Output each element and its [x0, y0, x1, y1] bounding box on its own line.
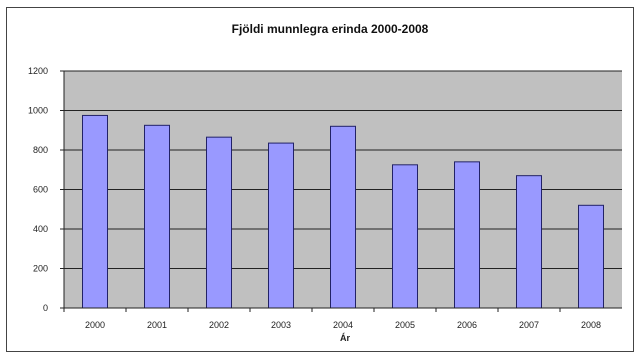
x-tick-label: 2000: [85, 320, 105, 330]
x-tick-label: 2005: [395, 320, 415, 330]
x-tick-label: 2007: [519, 320, 539, 330]
x-tick-label: 2008: [581, 320, 601, 330]
bar-2006: [454, 161, 480, 309]
y-tick-label: 400: [33, 224, 48, 234]
bar-2005: [392, 164, 418, 309]
x-axis-title: Ár: [340, 333, 350, 343]
y-tick-label: 0: [43, 303, 48, 313]
bar-2004: [330, 125, 356, 309]
x-tick-label: 2002: [209, 320, 229, 330]
y-axis-ticks: 0 200 400 600 800 1000 1200: [28, 66, 64, 313]
x-tick-label: 2001: [147, 320, 167, 330]
bar-2001: [144, 124, 170, 309]
y-tick-label: 200: [33, 264, 48, 274]
x-tick-label: 2003: [271, 320, 291, 330]
bar-2000: [82, 114, 108, 309]
y-tick-label: 800: [33, 145, 48, 155]
bar-2007: [516, 175, 542, 309]
x-tick-label: 2006: [457, 320, 477, 330]
x-axis-ticks: 2000 2001 2002 2003 2004 2005 2006 2007 2008: [63, 308, 601, 330]
x-tick-label: 2004: [333, 320, 353, 330]
chart-title: Fjöldi munnlegra erinda 2000-2008: [232, 22, 429, 36]
y-tick-label: 600: [33, 185, 48, 195]
bars: [82, 114, 604, 309]
bar-2008: [578, 204, 604, 309]
bar-2003: [268, 142, 294, 309]
bar-2002: [206, 136, 232, 309]
y-tick-label: 1200: [28, 66, 48, 76]
y-tick-label: 1000: [28, 106, 48, 116]
